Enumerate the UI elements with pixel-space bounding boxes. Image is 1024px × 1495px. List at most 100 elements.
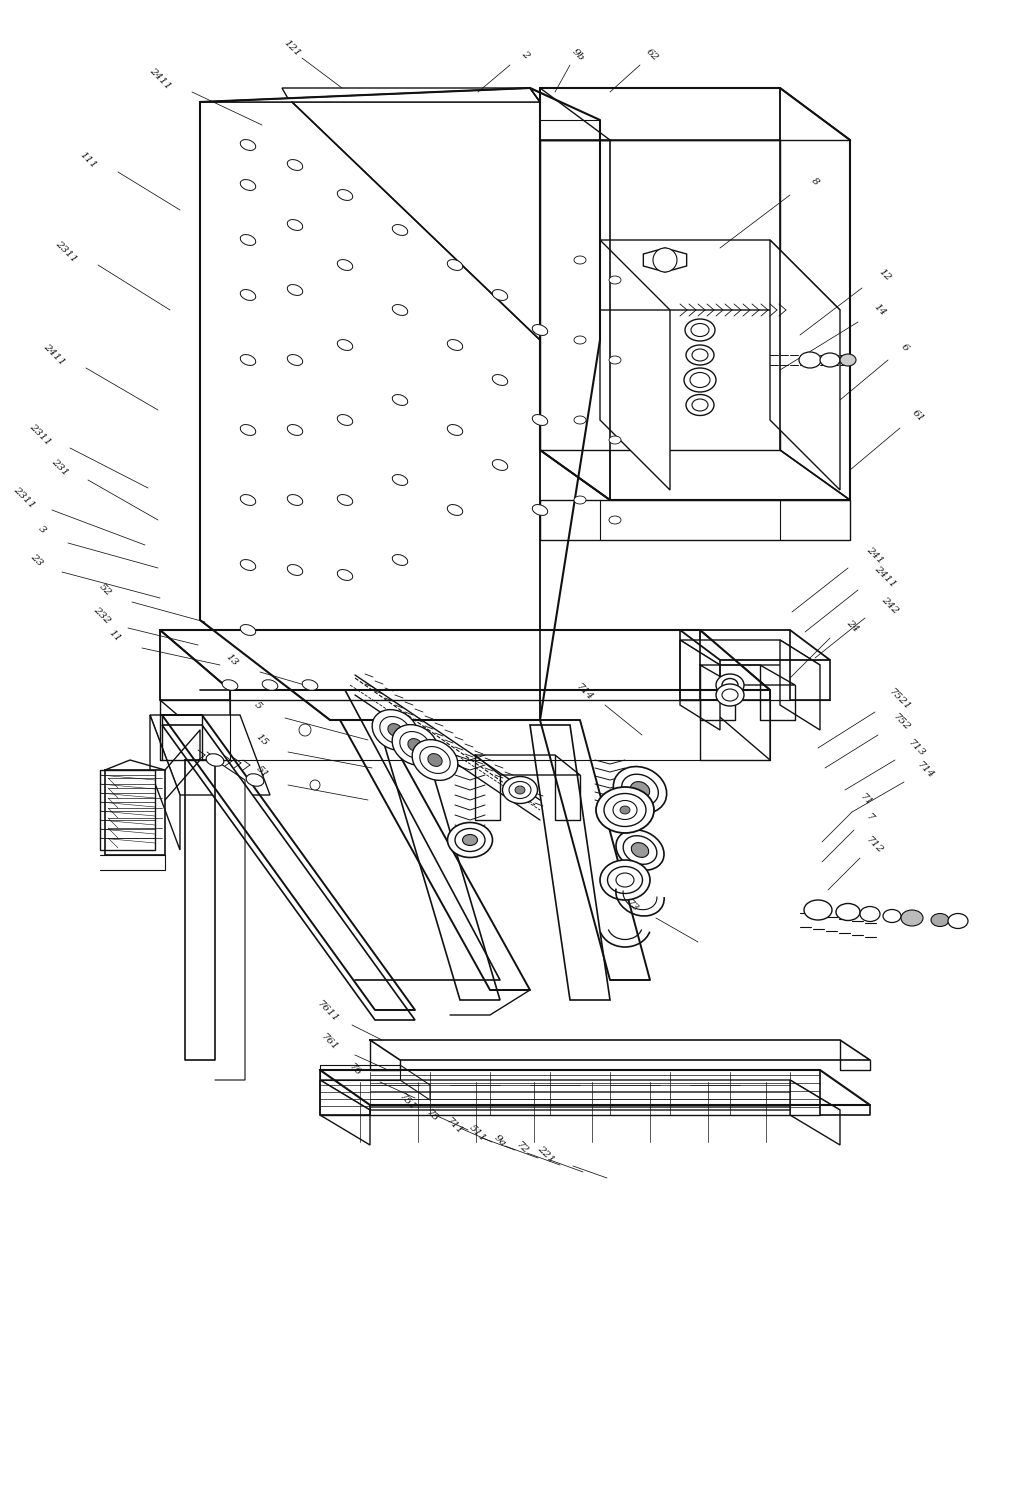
Ellipse shape	[288, 284, 303, 296]
Ellipse shape	[241, 354, 256, 365]
Text: 2311: 2311	[11, 486, 37, 511]
Text: 2411: 2411	[147, 66, 173, 91]
Text: 73: 73	[625, 898, 640, 913]
Polygon shape	[600, 241, 840, 309]
Ellipse shape	[509, 782, 531, 798]
Ellipse shape	[632, 843, 648, 858]
Ellipse shape	[532, 505, 548, 516]
Ellipse shape	[392, 224, 408, 235]
Ellipse shape	[532, 414, 548, 426]
Ellipse shape	[609, 516, 621, 525]
Polygon shape	[600, 309, 670, 490]
Ellipse shape	[574, 336, 586, 344]
Text: 2411: 2411	[872, 565, 898, 589]
Ellipse shape	[288, 565, 303, 576]
Ellipse shape	[493, 290, 508, 300]
Ellipse shape	[609, 277, 621, 284]
Ellipse shape	[447, 505, 463, 516]
Polygon shape	[770, 241, 840, 490]
Ellipse shape	[222, 680, 238, 691]
Circle shape	[310, 780, 319, 789]
Ellipse shape	[722, 689, 738, 701]
Text: 714: 714	[574, 682, 595, 703]
Polygon shape	[530, 725, 610, 1000]
Polygon shape	[540, 141, 610, 499]
Circle shape	[299, 724, 311, 736]
Ellipse shape	[241, 625, 256, 635]
Polygon shape	[200, 88, 540, 102]
Ellipse shape	[241, 290, 256, 300]
Ellipse shape	[620, 806, 630, 813]
Ellipse shape	[392, 725, 438, 765]
Text: 15: 15	[254, 733, 270, 748]
Ellipse shape	[388, 724, 402, 737]
Ellipse shape	[574, 496, 586, 504]
Ellipse shape	[631, 782, 649, 798]
Ellipse shape	[716, 674, 744, 697]
Polygon shape	[150, 715, 270, 795]
Polygon shape	[319, 1079, 370, 1145]
Ellipse shape	[241, 425, 256, 435]
Polygon shape	[530, 88, 600, 339]
Ellipse shape	[609, 437, 621, 444]
Text: 3: 3	[37, 525, 47, 535]
Ellipse shape	[515, 786, 525, 794]
Ellipse shape	[493, 459, 508, 471]
Polygon shape	[100, 770, 155, 851]
Ellipse shape	[692, 348, 708, 360]
Ellipse shape	[241, 559, 256, 571]
Text: 23: 23	[28, 552, 44, 568]
Text: 76: 76	[347, 1061, 362, 1078]
Ellipse shape	[447, 260, 463, 271]
Ellipse shape	[288, 220, 303, 230]
Ellipse shape	[574, 416, 586, 425]
Polygon shape	[680, 640, 820, 665]
Ellipse shape	[600, 860, 650, 900]
Ellipse shape	[901, 910, 923, 925]
Ellipse shape	[399, 731, 430, 758]
Text: 241: 241	[865, 544, 885, 565]
Polygon shape	[540, 141, 780, 450]
Text: 712: 712	[865, 834, 885, 855]
Text: 2311: 2311	[53, 239, 79, 265]
Text: 75: 75	[424, 1108, 440, 1124]
Ellipse shape	[392, 305, 408, 315]
Text: 2: 2	[519, 49, 530, 60]
Ellipse shape	[337, 414, 352, 426]
Ellipse shape	[685, 318, 715, 341]
Polygon shape	[162, 725, 415, 1020]
Text: 8: 8	[810, 176, 820, 187]
Polygon shape	[150, 715, 180, 851]
Ellipse shape	[246, 774, 264, 786]
Text: 121: 121	[282, 37, 302, 58]
Ellipse shape	[686, 395, 714, 416]
Ellipse shape	[392, 474, 408, 486]
Ellipse shape	[380, 716, 411, 743]
Polygon shape	[780, 640, 820, 730]
Ellipse shape	[288, 495, 303, 505]
Text: 752: 752	[892, 712, 912, 733]
Text: 7611: 7611	[315, 1000, 341, 1024]
Polygon shape	[380, 730, 500, 1000]
Ellipse shape	[860, 906, 880, 921]
Polygon shape	[680, 640, 720, 730]
Ellipse shape	[716, 685, 744, 706]
Text: 761: 761	[319, 1032, 340, 1052]
Ellipse shape	[447, 425, 463, 435]
Polygon shape	[790, 1079, 840, 1145]
Polygon shape	[319, 1079, 840, 1109]
Ellipse shape	[206, 753, 224, 767]
Ellipse shape	[241, 495, 256, 505]
Ellipse shape	[883, 909, 901, 922]
Ellipse shape	[302, 680, 317, 691]
Ellipse shape	[447, 822, 493, 858]
Ellipse shape	[262, 680, 278, 691]
Ellipse shape	[609, 356, 621, 363]
Ellipse shape	[574, 256, 586, 265]
Ellipse shape	[420, 746, 451, 773]
Ellipse shape	[931, 913, 949, 927]
Polygon shape	[160, 629, 230, 759]
Text: 13: 13	[224, 652, 240, 668]
Ellipse shape	[372, 710, 418, 750]
Text: 72: 72	[514, 1141, 529, 1156]
